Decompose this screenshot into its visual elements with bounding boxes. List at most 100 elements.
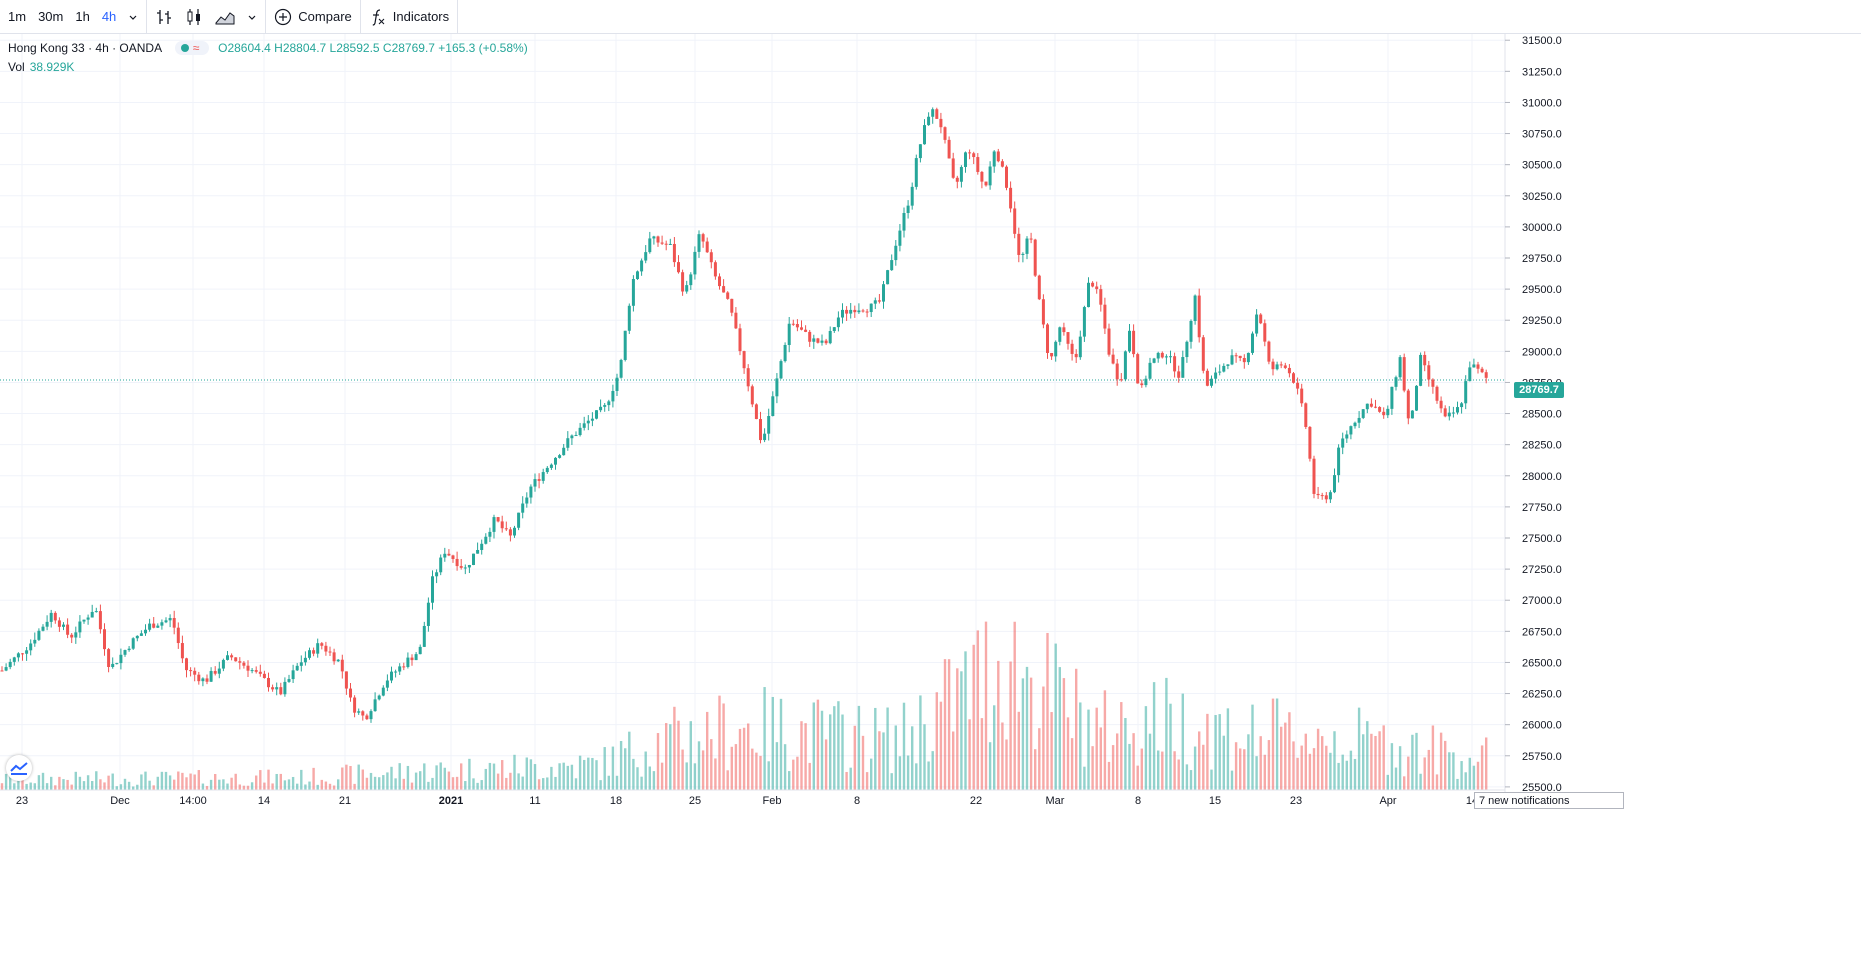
y-tick-label: 28250.0: [1522, 440, 1562, 452]
candle-body: [1103, 304, 1107, 329]
candle: [644, 245, 648, 264]
compare-button[interactable]: Compare: [268, 0, 357, 34]
candle-body: [586, 420, 590, 424]
candle: [308, 647, 311, 660]
candle: [1263, 319, 1267, 347]
candle: [750, 384, 754, 408]
candle-body: [595, 410, 598, 419]
candle: [447, 549, 451, 557]
volume-bar: [267, 769, 270, 790]
timeframe-30m[interactable]: 30m: [38, 8, 64, 24]
candle: [972, 151, 976, 165]
timeframe-1m[interactable]: 1m: [8, 8, 27, 24]
candle: [1292, 372, 1295, 384]
candle-body: [1054, 341, 1058, 357]
volume-bar: [226, 783, 229, 790]
candle: [422, 621, 426, 648]
candle-body: [431, 576, 434, 603]
candle-body: [189, 670, 193, 672]
candle: [574, 431, 578, 437]
candle-body: [336, 659, 340, 662]
candle-body: [1173, 356, 1177, 372]
volume-bar: [246, 785, 250, 790]
candle-body: [390, 671, 393, 681]
volume-bar: [1132, 733, 1135, 790]
candle-body: [172, 618, 176, 628]
indicators-button[interactable]: Indicators: [363, 0, 455, 34]
candle: [1476, 361, 1480, 374]
volume-bar: [759, 755, 762, 790]
notifications-button[interactable]: 7 new notifications: [1474, 792, 1624, 809]
candle: [103, 623, 106, 656]
candle-body: [426, 602, 430, 626]
volume-bar: [816, 699, 820, 790]
candle: [820, 334, 824, 346]
candle-body: [418, 646, 422, 655]
candle-body: [623, 330, 627, 360]
candle: [70, 633, 74, 644]
volume-bar: [1222, 735, 1225, 790]
candle: [1460, 401, 1464, 414]
candle: [718, 273, 721, 290]
candle: [910, 182, 914, 210]
candle-body: [221, 659, 225, 669]
candle-body: [25, 650, 29, 654]
volume-bar: [542, 778, 545, 790]
candle-body: [894, 245, 898, 261]
candle: [344, 671, 348, 695]
tradingview-logo-icon[interactable]: [6, 755, 32, 781]
volume-bar: [718, 695, 721, 790]
candle: [230, 653, 234, 661]
candle-body: [1480, 368, 1484, 373]
candle-body: [935, 109, 939, 119]
area-style-icon[interactable]: [209, 0, 241, 34]
timeframe-4h[interactable]: 4h: [101, 8, 117, 24]
candle-body: [1132, 330, 1136, 355]
volume-bar: [911, 726, 914, 790]
candle-body: [1304, 403, 1308, 427]
candle-body: [168, 618, 172, 621]
candle: [525, 492, 529, 508]
candle: [804, 325, 808, 333]
candle: [1374, 399, 1377, 409]
bars-style-icon[interactable]: [149, 0, 179, 34]
volume-bar: [1435, 774, 1439, 790]
candle-body: [1439, 400, 1443, 409]
volume-bar: [701, 750, 705, 790]
candle: [37, 628, 41, 642]
candle: [619, 358, 623, 379]
volume-bar: [1407, 756, 1410, 790]
candle-body: [1013, 208, 1017, 234]
candle: [1119, 373, 1123, 382]
volume-bar: [619, 741, 623, 790]
volume-bar: [337, 779, 340, 790]
volume-bar: [1378, 731, 1381, 790]
x-tick-label: 22: [970, 795, 982, 807]
candle: [984, 181, 988, 187]
volume-bar: [480, 780, 483, 790]
chart-toolbar: 1m 30m 1h 4h Compare Indicators: [0, 0, 1861, 34]
volume-bar: [410, 782, 414, 790]
candle: [787, 316, 791, 353]
candle-body: [1181, 357, 1185, 378]
candle: [1123, 350, 1127, 382]
volume-bar: [1423, 757, 1426, 790]
candles-style-icon[interactable]: [179, 0, 209, 34]
candle: [312, 647, 316, 657]
volume-bar: [66, 779, 69, 790]
volume-bar: [177, 771, 180, 790]
price-chart[interactable]: 31500.0 31250.0 31000.0 30750.0 30500.0 30250…: [0, 34, 1861, 963]
candle-body: [1361, 409, 1365, 418]
candle-body: [180, 643, 184, 659]
y-tick-label: 26000.0: [1522, 720, 1562, 732]
candle: [943, 126, 947, 144]
candle: [131, 637, 135, 650]
chart-style-chevron-icon[interactable]: [241, 0, 263, 34]
candle-body: [86, 617, 90, 620]
candle-body: [443, 553, 447, 558]
timeframe-dropdown-chevron-icon[interactable]: [122, 0, 144, 34]
symbol-title[interactable]: Hong Kong 33 · 4h · OANDA: [8, 41, 162, 55]
timeframe-1h[interactable]: 1h: [75, 8, 90, 24]
volume-bar: [197, 770, 200, 790]
candle-body: [1312, 458, 1316, 494]
